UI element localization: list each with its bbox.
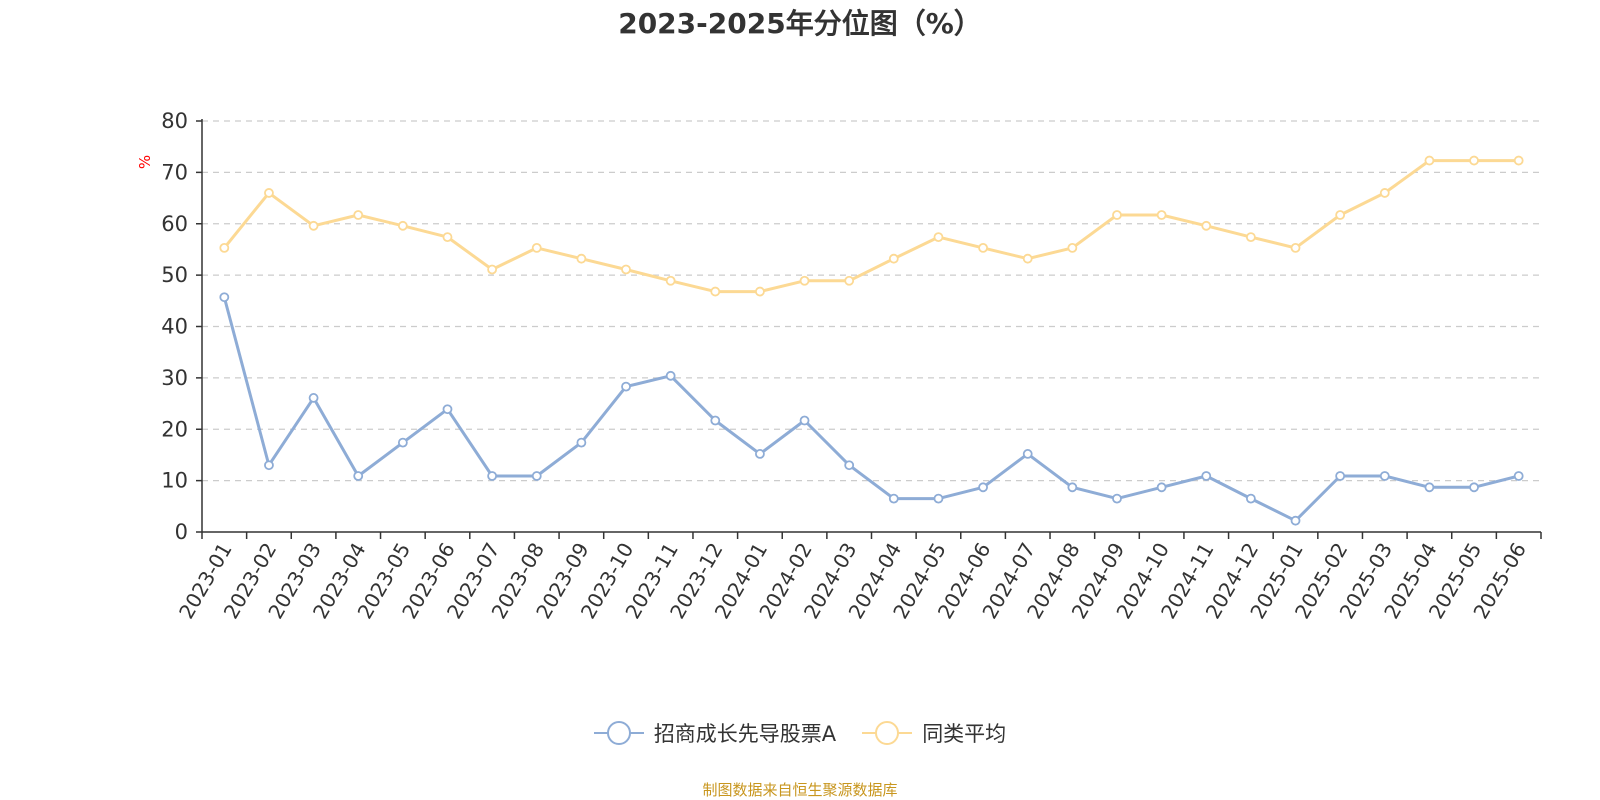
legend-item-series-b[interactable]: 同类平均 — [862, 718, 1006, 748]
data-point — [397, 220, 408, 231]
data-point — [576, 437, 587, 448]
data-point — [397, 437, 408, 448]
data-point — [1067, 242, 1078, 253]
data-point — [978, 482, 988, 493]
data-point — [665, 275, 676, 286]
source-note: 制图数据来自恒生聚源数据库 — [702, 781, 898, 799]
y-tick-label: 0 — [175, 520, 188, 544]
data-point — [1469, 482, 1479, 493]
data-point — [353, 471, 364, 481]
data-point — [1201, 220, 1212, 231]
y-tick-label: 50 — [161, 263, 188, 287]
data-point — [219, 242, 230, 253]
data-point — [442, 404, 453, 415]
y-tick-label: 30 — [161, 366, 188, 390]
y-axis-unit-label: % — [136, 155, 154, 169]
legend-label-series-b: 同类平均 — [922, 722, 1007, 746]
y-tick-label: 20 — [161, 417, 188, 441]
data-point — [576, 253, 587, 264]
data-point — [665, 370, 676, 381]
data-point — [1424, 155, 1435, 166]
legend-marker-series-b — [862, 721, 913, 745]
legend-marker-series-a — [593, 721, 644, 745]
data-point — [621, 381, 631, 392]
data-point — [219, 292, 230, 303]
data-point — [1424, 482, 1435, 493]
data-point — [1469, 155, 1479, 166]
data-point — [844, 275, 855, 286]
data-point — [531, 242, 542, 253]
y-tick-label: 70 — [161, 160, 188, 184]
legend-item-series-a[interactable]: 招商成长先导股票A — [593, 718, 837, 748]
data-point — [1112, 210, 1122, 220]
data-point — [978, 242, 988, 253]
data-point — [1290, 515, 1301, 526]
data-point — [1067, 482, 1078, 493]
data-point — [799, 275, 810, 286]
data-point — [1156, 482, 1167, 493]
data-point — [1379, 471, 1390, 481]
series-line-1 — [222, 296, 1520, 523]
data-point — [755, 286, 765, 297]
y-tick-label: 40 — [161, 315, 188, 339]
legend: 招商成长先导股票A 同类平均 — [0, 718, 1600, 748]
data-point — [308, 220, 319, 231]
data-point — [308, 393, 319, 403]
data-point — [264, 188, 274, 198]
data-point — [1156, 210, 1167, 220]
y-tick-label: 80 — [161, 109, 188, 133]
chart-title: 2023-2025年分位图（%） — [618, 7, 982, 40]
data-point — [1513, 155, 1524, 166]
series-line-2 — [223, 159, 1519, 294]
data-point — [1022, 449, 1033, 459]
data-point — [888, 493, 899, 504]
data-point — [1379, 188, 1390, 198]
data-point — [1335, 471, 1346, 481]
data-point — [487, 264, 498, 275]
data-point — [442, 232, 453, 243]
data-point — [710, 286, 721, 297]
data-point — [1112, 493, 1122, 504]
data-point — [1335, 210, 1346, 220]
data-point — [1201, 471, 1212, 481]
data-point — [353, 210, 364, 220]
data-point — [1245, 493, 1256, 504]
data-point — [1022, 253, 1033, 264]
data-point — [710, 415, 721, 426]
data-point — [799, 415, 810, 426]
y-tick-label: 60 — [161, 212, 188, 236]
data-point — [755, 449, 765, 459]
data-point — [1513, 471, 1524, 481]
legend-label-series-a: 招商成长先导股票A — [653, 722, 837, 746]
data-point — [487, 471, 498, 481]
data-point — [1290, 242, 1301, 253]
data-point — [844, 460, 855, 471]
y-tick-label: 10 — [161, 469, 188, 493]
data-point — [933, 493, 944, 504]
data-point — [888, 253, 899, 264]
data-point — [933, 232, 944, 243]
data-point — [531, 471, 542, 481]
data-point — [1245, 232, 1256, 243]
data-point — [621, 264, 631, 275]
data-point — [264, 460, 274, 471]
